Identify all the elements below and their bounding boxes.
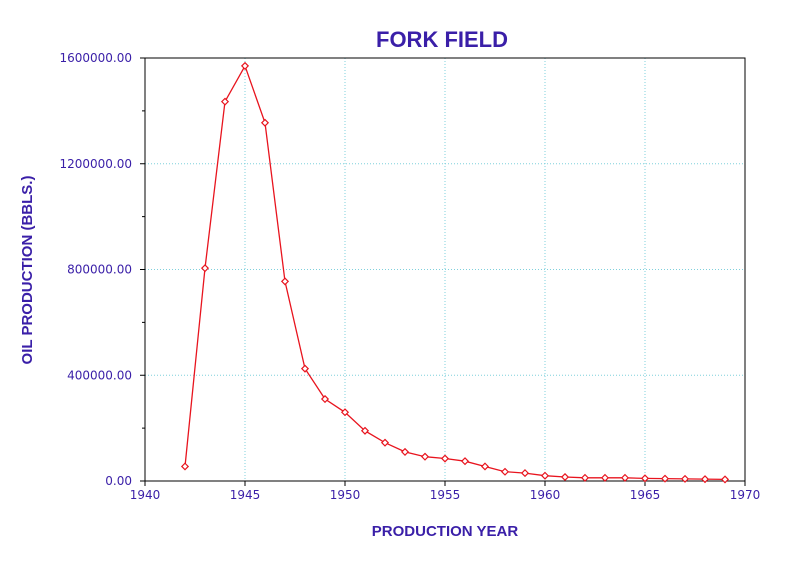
data-point (320, 394, 330, 404)
data-point (560, 472, 570, 482)
data-point (620, 473, 630, 482)
data-point (460, 457, 470, 466)
data-point (580, 473, 590, 482)
data-point (180, 462, 190, 471)
y-tick-label: 400000.00 (67, 368, 132, 382)
data-point (260, 118, 270, 127)
x-tick-label: 1960 (530, 488, 561, 502)
x-tick-label: 1940 (130, 488, 161, 502)
data-point (440, 454, 450, 463)
x-tick-label: 1945 (230, 488, 261, 502)
data-point (540, 471, 550, 480)
x-tick-label: 1965 (630, 488, 661, 502)
y-tick-label: 1200000.00 (59, 157, 132, 171)
data-point (300, 364, 310, 373)
y-tick-label: 0.00 (105, 474, 132, 488)
x-tick-label: 1955 (430, 488, 461, 502)
y-tick-label: 800000.00 (67, 263, 132, 277)
data-point (340, 408, 350, 417)
data-point (660, 474, 670, 483)
data-point (280, 277, 290, 286)
y-axis-label: OIL PRODUCTION (BBLS.) (19, 176, 36, 365)
data-point (720, 475, 730, 484)
data-markers (180, 61, 730, 484)
data-point (680, 474, 690, 483)
data-point (360, 426, 370, 435)
x-tick-labels: 1940 1945 1950 1955 1960 1965 1970 (130, 488, 761, 502)
data-point (240, 61, 250, 70)
data-point (640, 474, 650, 483)
x-axis-label: PRODUCTION YEAR (372, 523, 519, 540)
y-tick-labels: 0.00 400000.00 800000.00 1200000.00 1600000.… (59, 51, 132, 488)
chart-title: FORK FIELD (376, 27, 508, 52)
data-point (520, 469, 530, 478)
series-line (184, 64, 726, 481)
axis-ticks (140, 57, 746, 486)
data-point (400, 447, 410, 456)
y-tick-label: 1600000.00 (59, 51, 132, 65)
data-point (500, 467, 510, 476)
data-point (700, 475, 710, 484)
data-point (220, 97, 230, 106)
grid (145, 58, 745, 481)
data-point (480, 462, 490, 471)
data-point (420, 452, 430, 461)
x-tick-label: 1950 (330, 488, 361, 502)
data-point (600, 473, 610, 482)
x-tick-label: 1970 (730, 488, 761, 502)
data-point (200, 264, 210, 273)
data-point (380, 438, 390, 447)
